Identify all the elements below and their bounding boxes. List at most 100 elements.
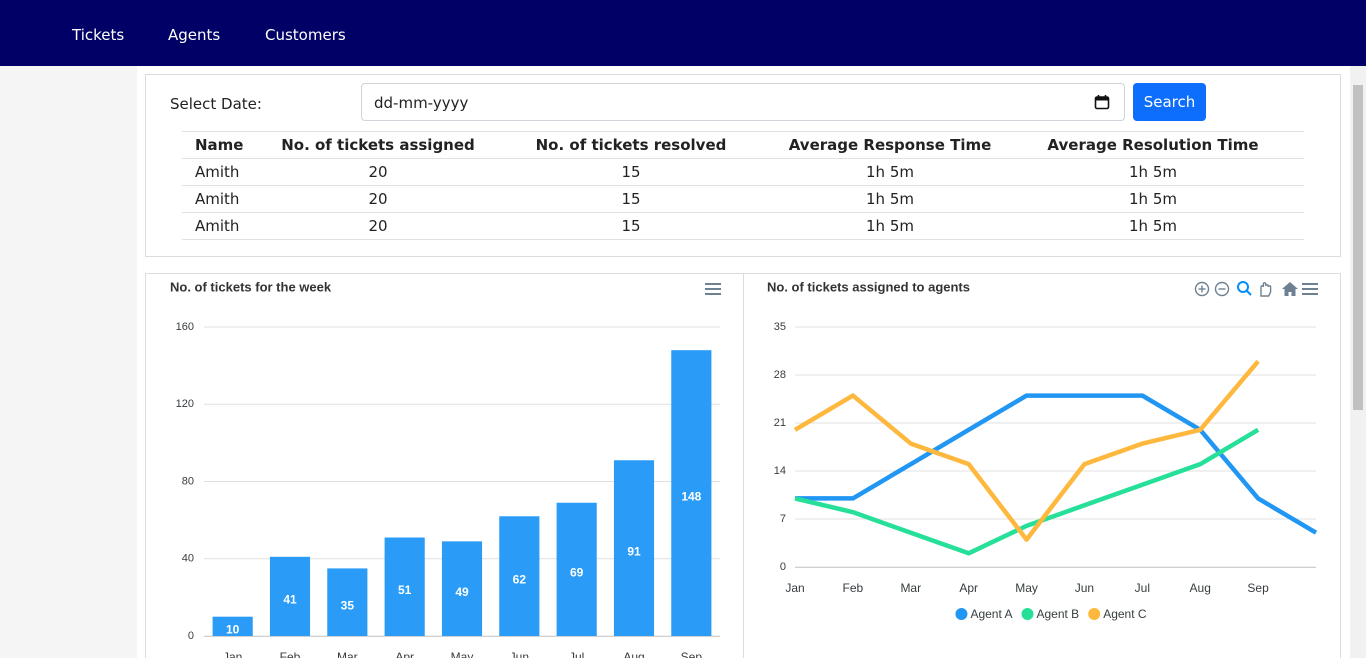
x-tick-label: Feb bbox=[280, 650, 301, 658]
x-tick-label: May bbox=[1015, 581, 1038, 595]
column-header: Average Resolution Time bbox=[1002, 131, 1304, 159]
sidebar bbox=[0, 66, 137, 658]
data-label: 10 bbox=[226, 623, 240, 637]
data-label: 148 bbox=[681, 489, 701, 503]
filter-card: Select Date: dd-mm-yyyy Search Name No. o… bbox=[145, 74, 1341, 257]
table-cell: 1h 5m bbox=[1002, 185, 1304, 213]
legend-marker bbox=[1088, 608, 1101, 620]
y-tick-label: 80 bbox=[182, 475, 194, 487]
bar bbox=[499, 516, 540, 636]
line-series bbox=[794, 427, 1260, 556]
x-tick-label: Feb bbox=[843, 581, 864, 595]
table-cell: 15 bbox=[484, 158, 778, 186]
table-row: Amith 20 15 1h 5m 1h 5m bbox=[182, 212, 1304, 240]
bar bbox=[556, 502, 597, 636]
y-tick-label: 14 bbox=[774, 465, 786, 477]
y-tick-label: 0 bbox=[780, 561, 786, 573]
chart-card: No. of tickets assigned to agents 0 7 14 21… bbox=[743, 273, 1341, 658]
legend-label: Agent C bbox=[1103, 607, 1147, 621]
reset-icon[interactable] bbox=[1282, 282, 1298, 296]
x-tick-label: Apr bbox=[959, 581, 978, 595]
date-label: Select Date: bbox=[170, 95, 262, 113]
zoom-in-icon[interactable] bbox=[1194, 281, 1210, 297]
pan-icon[interactable] bbox=[1260, 282, 1272, 297]
x-tick-label: Mar bbox=[900, 581, 921, 595]
x-tick-label: Mar bbox=[337, 650, 358, 658]
y-tick-label: 40 bbox=[182, 553, 194, 565]
table-cell: 20 bbox=[272, 185, 484, 213]
x-tick-label: Aug bbox=[1190, 581, 1211, 595]
legend-marker bbox=[1021, 608, 1034, 620]
menu-icon[interactable] bbox=[1302, 283, 1318, 295]
line-series bbox=[793, 359, 1260, 542]
column-header: Name bbox=[182, 131, 272, 159]
table-cell: Amith bbox=[182, 185, 272, 213]
legend-label: Agent B bbox=[1036, 607, 1079, 621]
nav-link[interactable]: Tickets bbox=[72, 26, 125, 44]
y-tick-label: 28 bbox=[774, 369, 786, 381]
data-label: 69 bbox=[570, 566, 584, 580]
data-label: 35 bbox=[341, 598, 355, 612]
data-label: 51 bbox=[398, 583, 412, 597]
chart: No. of tickets for the week 0 40 80 120 160 1… bbox=[170, 279, 721, 658]
nav-link[interactable]: Customers bbox=[265, 26, 346, 44]
table-cell: 1h 5m bbox=[778, 212, 1002, 240]
data-label: 62 bbox=[513, 572, 527, 586]
bar bbox=[212, 616, 253, 636]
table-cell: 20 bbox=[272, 158, 484, 186]
table-row: Amith 20 15 1h 5m 1h 5m bbox=[182, 185, 1304, 213]
zoom-out-icon[interactable] bbox=[1214, 281, 1230, 297]
line-series bbox=[795, 393, 1318, 535]
x-tick-label: Sep bbox=[1247, 581, 1269, 595]
menu-icon[interactable] bbox=[705, 283, 721, 295]
x-tick-label: Jun bbox=[510, 650, 529, 658]
bar bbox=[269, 556, 311, 636]
y-tick-label: 7 bbox=[780, 513, 786, 525]
x-tick-label: Jul bbox=[569, 650, 584, 658]
y-tick-label: 35 bbox=[774, 321, 786, 333]
y-tick-label: 0 bbox=[188, 630, 194, 642]
table-cell: 20 bbox=[272, 212, 484, 240]
bar bbox=[327, 568, 368, 636]
bar bbox=[671, 350, 712, 636]
x-tick-label: Jan bbox=[785, 581, 804, 595]
calendar-icon bbox=[1094, 95, 1110, 110]
date-input[interactable]: dd-mm-yyyy bbox=[361, 83, 1125, 121]
column-header: Average Response Time bbox=[778, 131, 1002, 159]
search-button[interactable]: Search bbox=[1133, 83, 1206, 121]
bar bbox=[441, 541, 483, 636]
chart: No. of tickets assigned to agents 0 7 14 21… bbox=[767, 279, 1318, 621]
legend-label: Agent A bbox=[970, 607, 1012, 621]
data-label: 91 bbox=[627, 544, 641, 558]
legend-marker bbox=[955, 608, 968, 620]
table-cell: 1h 5m bbox=[778, 158, 1002, 186]
scroll-thumb[interactable] bbox=[1353, 85, 1363, 410]
x-tick-label: Jul bbox=[1135, 581, 1150, 595]
table-header: Name No. of tickets assigned No. of ticket… bbox=[182, 131, 1304, 159]
column-header: No. of tickets resolved bbox=[484, 131, 778, 159]
agent-table: Name No. of tickets assigned No. of ticket… bbox=[182, 131, 1304, 240]
y-tick-label: 160 bbox=[176, 321, 194, 333]
table-cell: 1h 5m bbox=[1002, 212, 1304, 240]
table-cell: 1h 5m bbox=[778, 185, 1002, 213]
y-tick-label: 120 bbox=[176, 398, 194, 410]
data-label: 41 bbox=[283, 593, 297, 607]
table-body: Amith 20 15 1h 5m 1h 5m Amith 20 15 1h 5m 1h 5m Am… bbox=[182, 158, 1304, 240]
data-label: 49 bbox=[455, 585, 469, 599]
bar bbox=[384, 537, 425, 636]
column-header: No. of tickets assigned bbox=[272, 131, 484, 159]
table-cell: Amith bbox=[182, 158, 272, 186]
date-placeholder: dd-mm-yyyy bbox=[374, 94, 469, 112]
x-tick-label: Apr bbox=[395, 650, 414, 658]
nav-link[interactable]: Agents bbox=[168, 26, 221, 44]
chart-title: No. of tickets assigned to agents bbox=[767, 279, 970, 294]
navbar: Tickets Agents Customers bbox=[0, 0, 1366, 66]
table-cell: 15 bbox=[484, 185, 778, 213]
table-cell: Amith bbox=[182, 212, 272, 240]
x-tick-label: Sep bbox=[681, 650, 703, 658]
x-tick-label: May bbox=[451, 650, 474, 658]
y-tick-label: 21 bbox=[774, 417, 786, 429]
chart-card: No. of tickets for the week 0 40 80 120 160 1… bbox=[145, 273, 744, 658]
scrollbar[interactable] bbox=[1350, 66, 1366, 658]
zoom-select-icon[interactable] bbox=[1237, 281, 1252, 296]
